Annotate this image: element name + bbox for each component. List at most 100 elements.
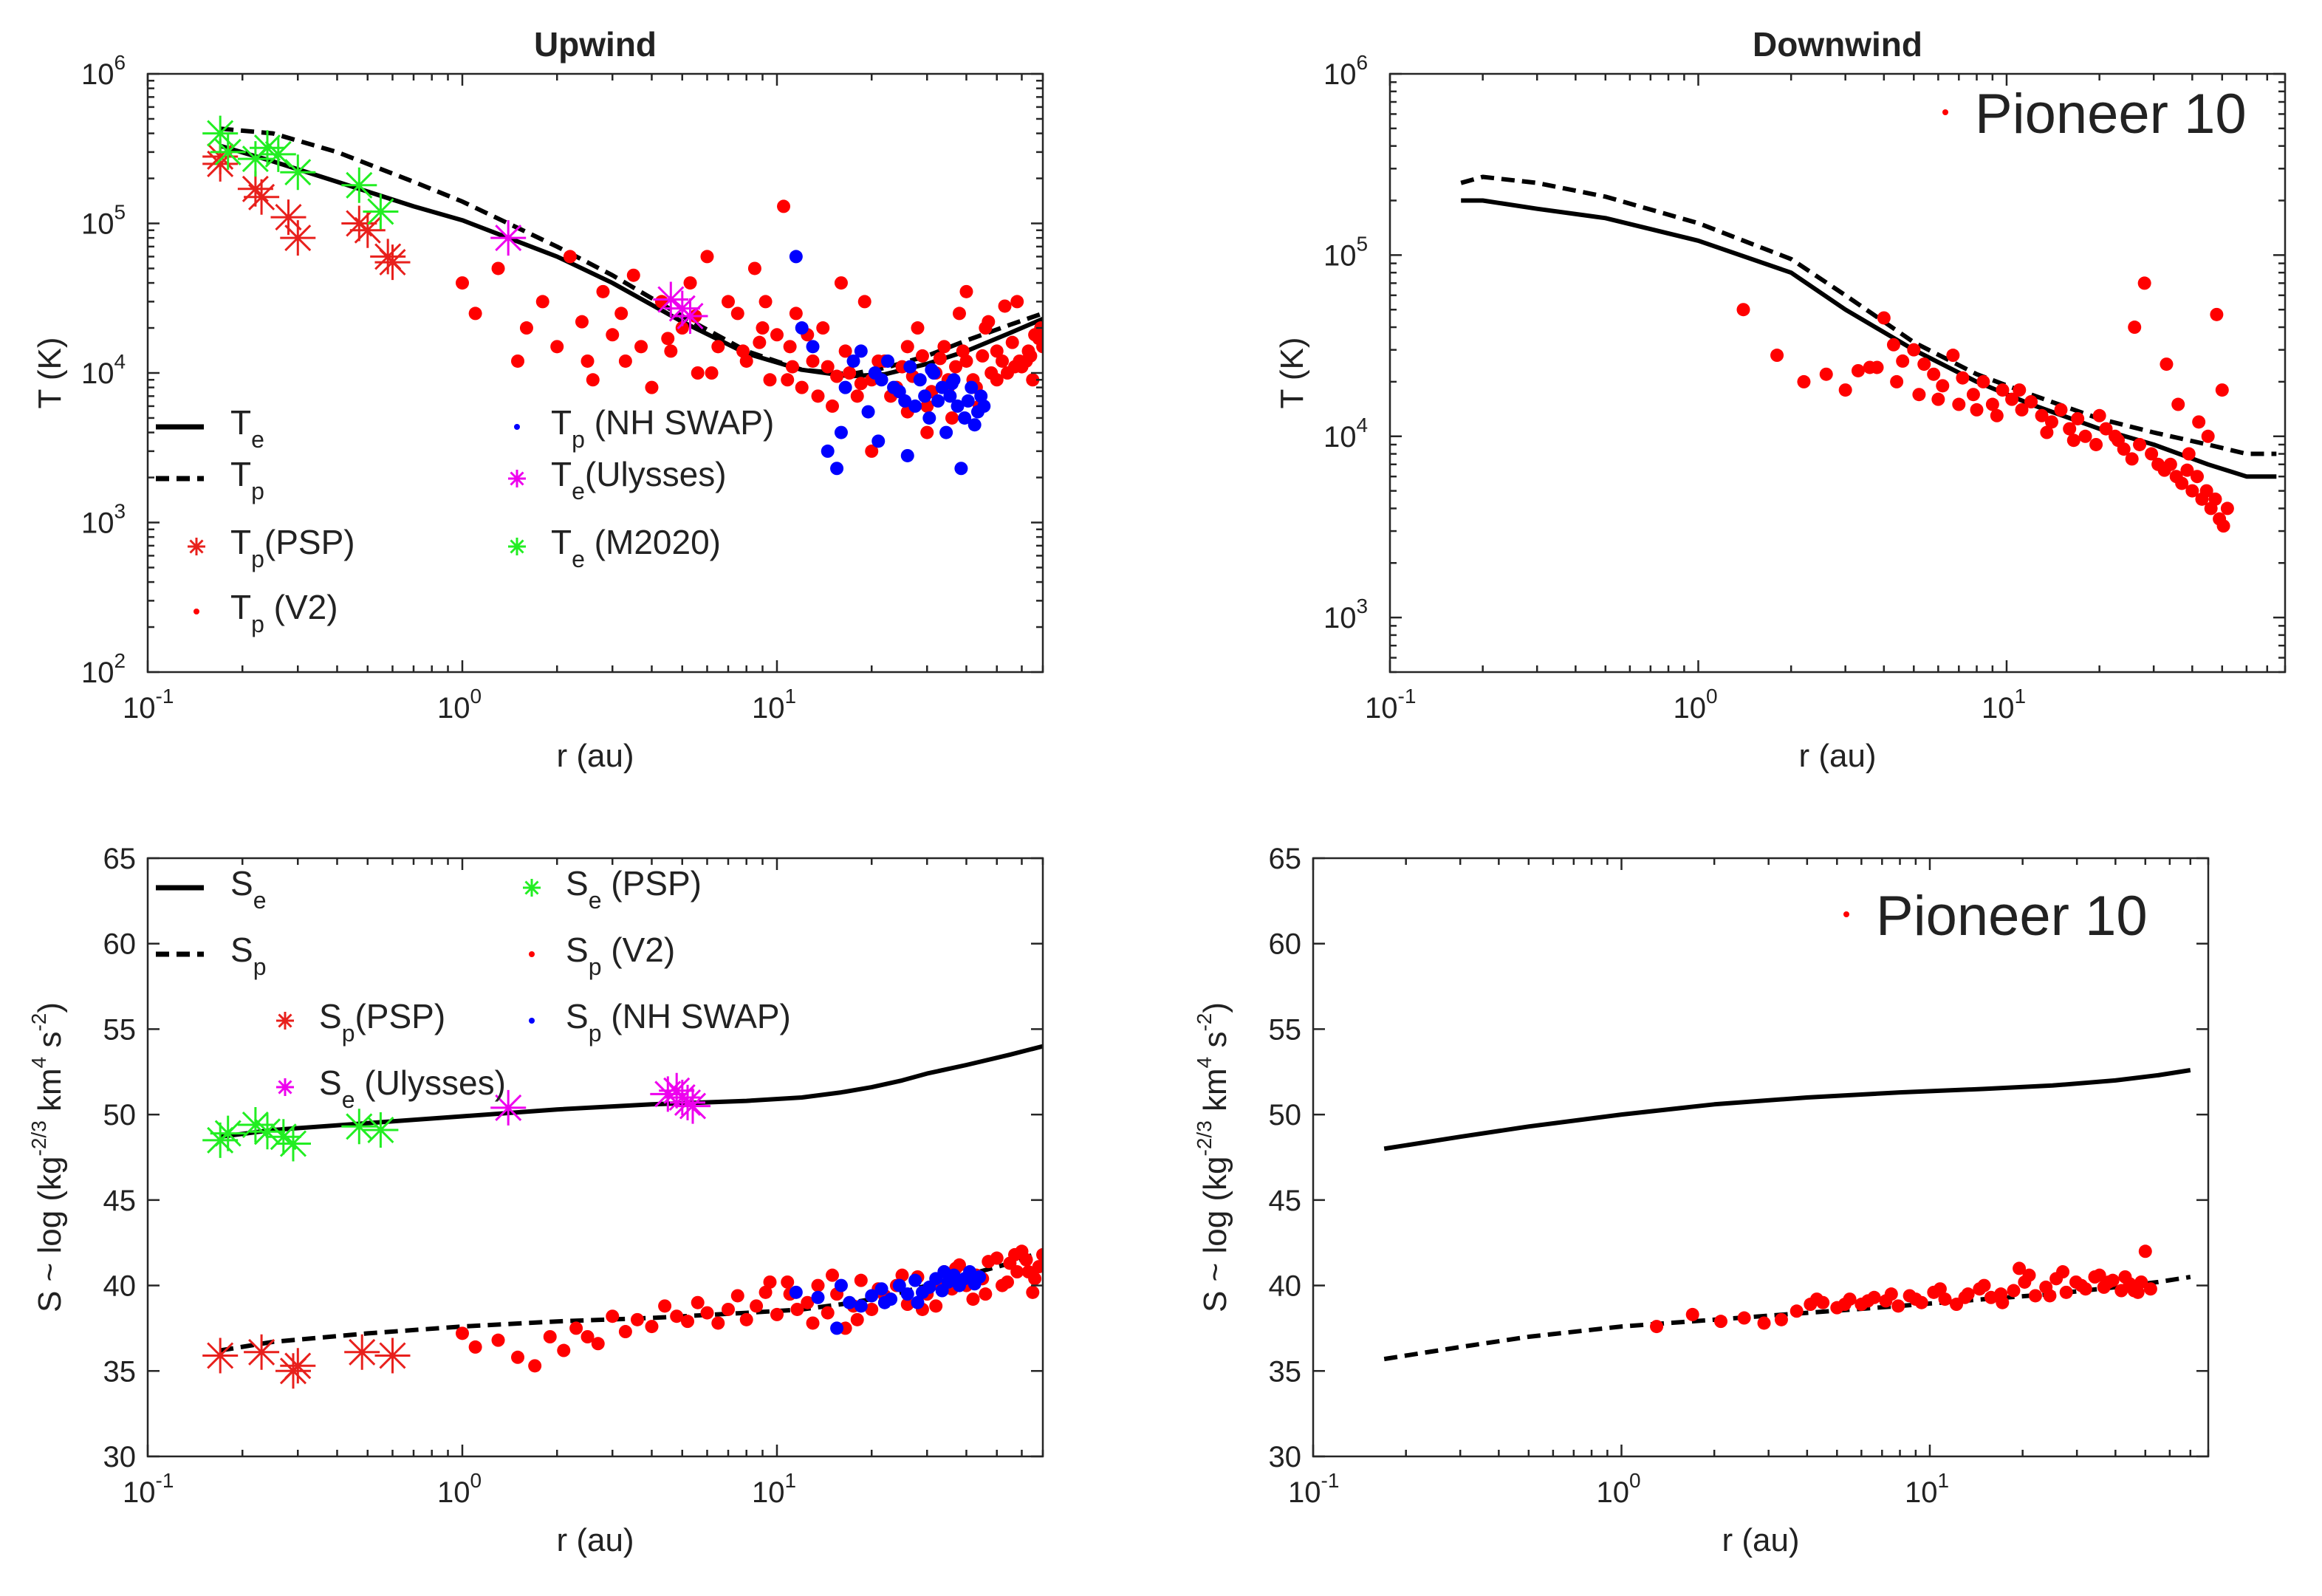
data-point-tp-nh-swap: [898, 394, 912, 408]
x-axis-label: r (au): [1798, 738, 1876, 774]
data-point-tp-v2: [976, 349, 990, 363]
data-point-tp-v2: [770, 328, 784, 342]
legend-label-sp-v2: Sp (V2): [566, 931, 675, 980]
series-group: [202, 1044, 1043, 1389]
data-point-tp-v2: [850, 389, 864, 403]
data-point-sp-v2: [543, 1330, 557, 1343]
data-point-tp-v2: [990, 344, 1004, 358]
data-point-pioneer-10: [1994, 1287, 2008, 1301]
y-tick-label: 55: [1269, 1013, 1302, 1046]
data-point-pioneer-10: [1936, 379, 1950, 393]
data-point-pioneer-10: [2163, 457, 2177, 471]
data-point-tp-v2: [915, 349, 929, 363]
data-point-sp-v2: [618, 1325, 632, 1339]
data-point-pioneer-10: [1985, 397, 1999, 411]
data-point-pioneer-10: [1891, 1299, 1905, 1313]
data-point-pioneer-10: [1908, 1292, 1922, 1306]
data-point-pioneer-10: [2044, 415, 2058, 429]
data-point-tp-nh-swap: [954, 462, 968, 476]
data-point-pioneer-10: [1970, 403, 1984, 417]
data-point-tp-nh-swap: [939, 425, 953, 439]
legend-label-tp: Tp: [230, 455, 264, 504]
y-tick-label: 106: [81, 51, 126, 91]
data-point-tp-v2: [711, 340, 725, 354]
data-point-tp-v2: [661, 332, 675, 346]
legend: Se Sp Sp(PSP) Se (Ulysses) Se (PSP) Sp (V2) Sp…: [156, 864, 791, 1113]
data-point-pioneer-10: [2215, 383, 2229, 397]
data-point-pioneer-10: [1809, 1292, 1823, 1306]
data-point-tp-v2: [1010, 295, 1024, 309]
data-point-tp-v2: [789, 306, 803, 321]
data-point-tp-v2: [614, 306, 629, 321]
data-point-pioneer-10: [1770, 349, 1784, 363]
y-tick-label: 35: [1269, 1355, 1302, 1388]
data-point-pioneer-10: [1851, 363, 1865, 377]
legend-marker-pioneer: [1942, 109, 1948, 115]
data-point-sp-v2: [491, 1333, 505, 1347]
y-tick-label: 40: [1269, 1270, 1302, 1303]
data-point-pioneer-10: [2089, 437, 2103, 451]
data-point-pioneer-10: [2043, 1289, 2057, 1303]
data-point-se-psp: [237, 1107, 273, 1143]
data-point-tp-v2: [758, 295, 773, 309]
data-point-te-m2020: [210, 134, 246, 170]
data-point-sp-v2: [1036, 1247, 1043, 1261]
x-tick-label: 100: [1596, 1469, 1640, 1509]
data-point-pioneer-10: [2143, 1282, 2157, 1296]
data-point-pioneer-10: [2054, 403, 2068, 417]
data-point-tp-v2: [949, 360, 963, 374]
data-point-pioneer-10: [2007, 1284, 2021, 1298]
data-point-tp-nh-swap: [968, 418, 982, 432]
legend-label-te-ulysses: Te(Ulysses): [551, 455, 727, 504]
series-line-se: [219, 1044, 1043, 1140]
data-point-tp-v2: [783, 340, 797, 354]
data-point-pioneer-10: [1912, 388, 1926, 402]
data-point-tp-v2: [675, 321, 689, 335]
data-point-tp-v2: [468, 306, 482, 321]
data-point-pioneer-10: [2192, 415, 2206, 429]
y-tick-label: 50: [103, 1099, 137, 1131]
data-point-sp-v2: [806, 1316, 820, 1330]
legend-label-se: Se: [230, 864, 266, 914]
series-line-sp: [1383, 1275, 2191, 1362]
y-tick-label: 65: [103, 843, 137, 875]
data-point-tp-nh-swap: [821, 444, 835, 458]
data-point-tp-nh-swap: [838, 380, 852, 394]
data-point-tp-nh-swap: [854, 344, 868, 358]
data-point-te-ulysses: [653, 281, 689, 318]
x-tick-label: 100: [437, 1469, 482, 1509]
panel-upwind-temperature: 10-1 100 101 102 103 104 105 106 r (au) T (K) Upwi…: [32, 25, 1044, 774]
data-point-tp-v2: [1005, 335, 1019, 349]
data-point-sp-v2: [645, 1320, 659, 1334]
data-point-pioneer-10: [1861, 1294, 1875, 1308]
x-tick-label: 10-1: [1365, 685, 1416, 725]
data-point-tp-v2: [843, 366, 857, 380]
legend-marker-sp-psp: [276, 1012, 294, 1030]
data-point-tp-v2: [911, 321, 925, 335]
data-point-pioneer-10: [2111, 434, 2125, 448]
data-point-pioneer-10: [2013, 1261, 2027, 1275]
data-point-pioneer-10: [1886, 338, 1900, 352]
data-point-pioneer-10: [1870, 360, 1884, 374]
panel-downwind-entropy: 10-1 100 101 30 35 40 45 50 55 60 65 r (au) S ~ log …: [1193, 843, 2210, 1558]
data-point-tp-v2: [781, 373, 795, 387]
data-point-pioneer-10: [2201, 429, 2215, 443]
data-point-tp-v2: [722, 295, 736, 309]
legend-marker-se-ulysses: [276, 1078, 294, 1096]
data-point-se-psp: [210, 1115, 246, 1151]
y-axis-label: S ~ log (kg-2/3 km4 s-2): [1193, 1002, 1233, 1312]
data-point-sp-nh-swap: [834, 1278, 848, 1292]
data-point-pioneer-10: [2066, 434, 2080, 448]
data-point-tp-nh-swap: [795, 321, 809, 335]
y-axis-label: T (K): [1274, 338, 1310, 409]
x-tick-label: 10-1: [1288, 1469, 1339, 1509]
data-point-tp-nh-swap: [903, 360, 917, 374]
data-point-pioneer-10: [2175, 476, 2189, 490]
data-point-tp-v2: [519, 321, 533, 335]
series-group: [1383, 1068, 2191, 1362]
data-point-pioneer-10: [2028, 1289, 2042, 1303]
data-point-sp-v2: [606, 1309, 620, 1323]
data-point-se-psp: [250, 1114, 285, 1150]
